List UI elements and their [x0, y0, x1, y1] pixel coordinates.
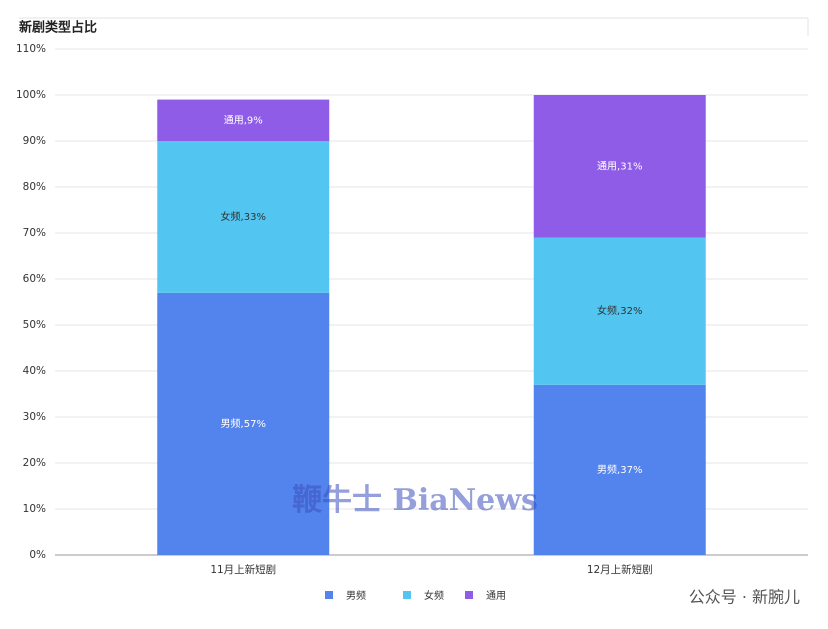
bar-segment: [533, 384, 706, 555]
y-tick-label: 20%: [23, 457, 46, 469]
y-tick-label: 40%: [23, 365, 46, 377]
bar-segment: [157, 141, 330, 293]
bar-segment: [533, 237, 706, 385]
credit: 公众号 · 新腕儿: [689, 588, 800, 607]
y-tick-label: 100%: [16, 89, 46, 101]
y-tick-label: 30%: [23, 411, 46, 423]
value-label: 男频,57%: [221, 417, 266, 430]
y-tick-label: 70%: [23, 227, 46, 239]
bar-segment: [533, 95, 706, 238]
value-label: 通用,9%: [224, 114, 263, 126]
value-label: 女频,32%: [597, 304, 642, 317]
value-label: 女频,33%: [221, 210, 266, 223]
y-tick-label: 80%: [23, 181, 46, 193]
legend-label: 男频: [346, 589, 366, 602]
bar-segment: [157, 292, 330, 555]
x-tick-label: 11月上新短剧: [210, 563, 276, 576]
y-tick-label: 90%: [23, 135, 46, 147]
y-tick-label: 0%: [29, 549, 46, 561]
y-tick-label: 110%: [16, 43, 46, 55]
y-tick-label: 50%: [23, 319, 46, 331]
watermark: 鞭牛士 BiaNews: [292, 483, 538, 518]
value-label: 通用,31%: [597, 160, 642, 172]
legend-label: 通用: [486, 590, 506, 602]
legend-swatch: [403, 591, 411, 599]
bar-segment: [157, 99, 330, 141]
legend-swatch: [465, 591, 473, 599]
value-label: 男频,37%: [597, 463, 642, 476]
legend-label: 女频: [424, 589, 444, 602]
y-tick-label: 60%: [23, 273, 46, 285]
y-tick-label: 10%: [23, 503, 46, 515]
legend-swatch: [325, 591, 333, 599]
x-tick-label: 12月上新短剧: [587, 563, 653, 576]
chart-title: 新剧类型占比: [19, 20, 97, 36]
